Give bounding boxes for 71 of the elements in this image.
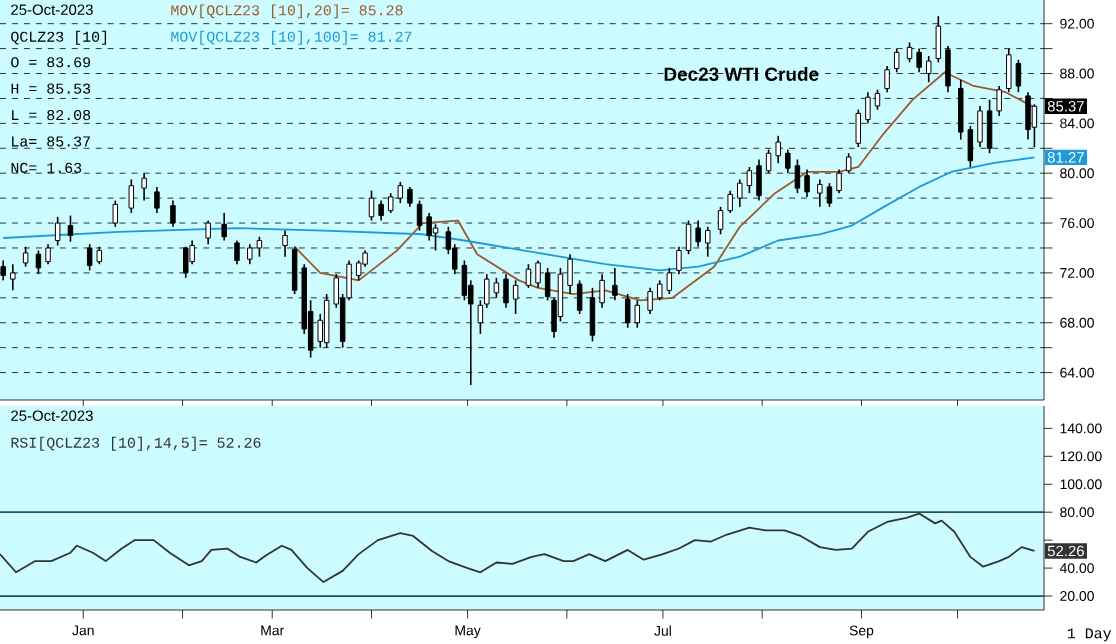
candlestick <box>221 212 227 242</box>
candlestick <box>765 148 772 174</box>
candlestick <box>54 216 61 247</box>
candlestick <box>916 47 922 74</box>
candlestick <box>416 199 423 232</box>
candlestick <box>893 47 900 74</box>
candlestick <box>45 243 51 265</box>
candlestick <box>368 189 375 222</box>
candlestick <box>426 212 432 242</box>
candlestick <box>154 186 160 214</box>
candlestick <box>432 223 439 252</box>
candlestick <box>282 229 288 258</box>
candlestick <box>977 105 983 148</box>
candlestick <box>855 108 862 148</box>
line-series <box>2 156 1036 272</box>
candlestick <box>247 243 253 265</box>
candlestick <box>727 189 733 214</box>
candlestick <box>845 152 852 174</box>
candlestick <box>804 168 810 198</box>
candlestick <box>1015 59 1022 94</box>
candlestick <box>685 219 692 255</box>
candlestick <box>112 199 119 228</box>
candlestick <box>1006 47 1012 94</box>
candlestick <box>525 263 532 289</box>
candlestick <box>986 98 993 155</box>
candlestick <box>906 41 913 64</box>
candlestick <box>503 273 509 309</box>
candlestick <box>705 225 711 258</box>
candlestick <box>676 245 682 275</box>
candlestick <box>874 88 881 111</box>
candlestick <box>67 214 74 243</box>
candlestick <box>884 65 890 94</box>
candlestick <box>775 135 781 165</box>
candlestick <box>407 186 413 208</box>
candlestick <box>567 253 573 295</box>
candlestick <box>836 168 842 194</box>
candlestick <box>945 45 951 94</box>
candlestick <box>996 85 1002 117</box>
candlestick <box>183 245 189 279</box>
line-series <box>0 512 1036 583</box>
candlestick <box>576 279 583 315</box>
candlestick <box>826 182 833 208</box>
candlestick <box>128 178 135 214</box>
candlestick <box>512 279 519 315</box>
candlestick <box>925 55 932 84</box>
candlestick <box>35 249 42 275</box>
candlestick <box>756 158 762 202</box>
candlestick <box>256 235 263 258</box>
candlestick <box>170 199 176 228</box>
candlestick <box>865 91 871 125</box>
candlestick <box>695 219 701 248</box>
candlestick <box>0 259 6 282</box>
candlestick <box>544 267 551 302</box>
candlestick <box>647 287 653 315</box>
candlestick <box>794 158 801 194</box>
candlestick <box>141 172 147 202</box>
candlestick <box>22 245 29 268</box>
candlestick <box>589 287 596 343</box>
candlestick <box>205 219 211 246</box>
candlestick <box>785 148 791 174</box>
candlestick <box>234 239 240 265</box>
candlestick <box>612 267 618 302</box>
candlestick <box>378 199 384 222</box>
candlestick <box>1031 103 1038 149</box>
candlestick <box>717 206 724 236</box>
candlestick <box>599 273 605 309</box>
candlestick <box>10 263 16 292</box>
candlestick <box>1025 91 1031 141</box>
candlestick <box>817 178 823 208</box>
text: Dec23 WTI Crude <box>664 67 819 81</box>
candlestick <box>535 259 541 289</box>
